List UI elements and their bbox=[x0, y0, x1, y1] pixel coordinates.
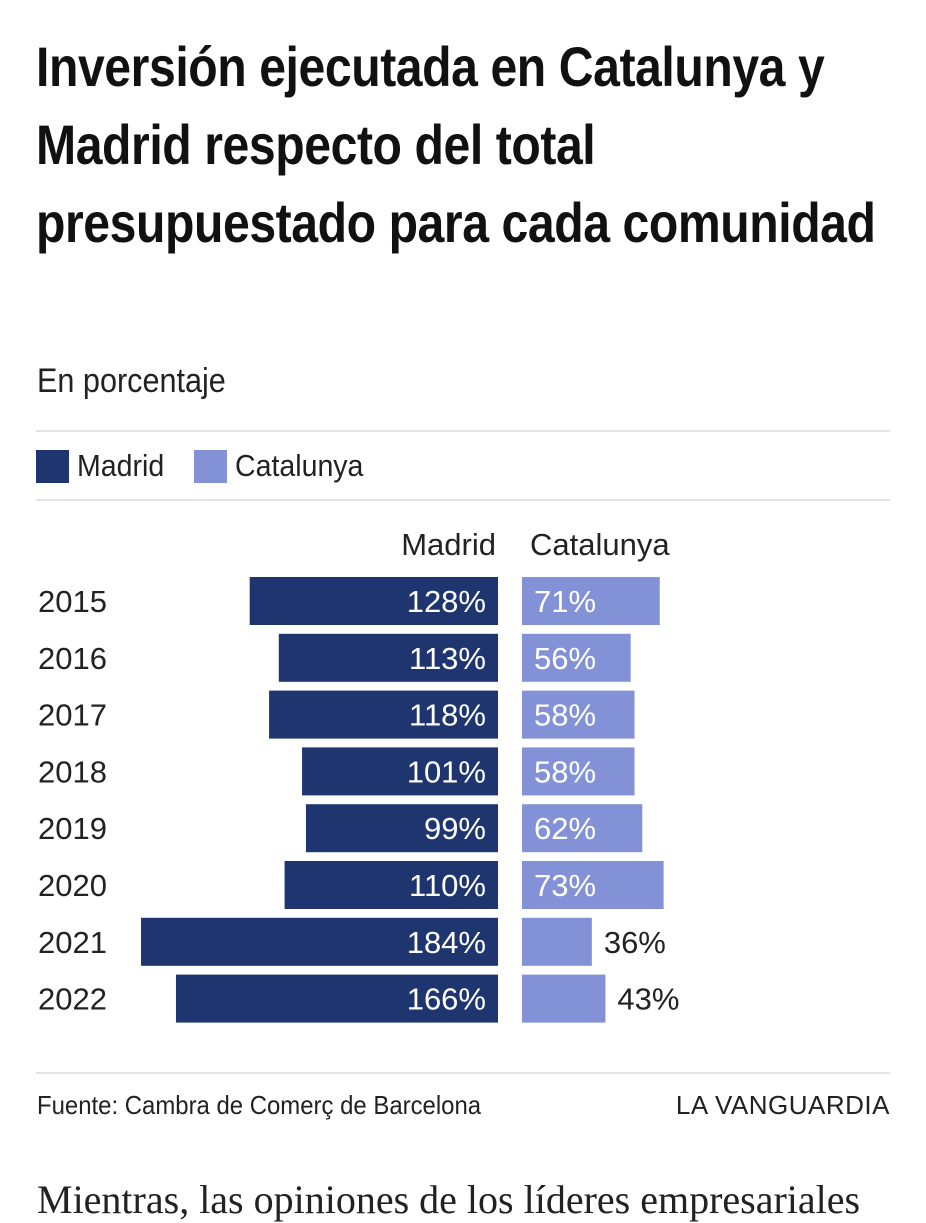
legend-item-catalunya: Catalunya bbox=[193, 448, 375, 484]
value-label-madrid-2016: 113% bbox=[409, 641, 486, 676]
year-label-2020: 2020 bbox=[38, 868, 107, 903]
bar-madrid-2021 bbox=[141, 917, 499, 966]
legend-label-madrid: Madrid bbox=[77, 448, 165, 483]
year-label-2016: 2016 bbox=[38, 641, 107, 676]
value-label-catalunya-2021: 36% bbox=[604, 925, 666, 960]
value-label-catalunya-2018: 58% bbox=[534, 754, 596, 789]
year-label-2019: 2019 bbox=[38, 811, 107, 846]
year-label-2021: 2021 bbox=[38, 925, 107, 960]
year-label-2015: 2015 bbox=[38, 584, 107, 619]
column-header-madrid: Madrid bbox=[401, 527, 496, 562]
value-label-catalunya-2016: 56% bbox=[534, 641, 596, 676]
chart-subtitle: En porcentaje bbox=[37, 362, 226, 400]
bar-catalunya-2017 bbox=[522, 690, 635, 739]
value-label-madrid-2015: 128% bbox=[407, 584, 486, 619]
value-label-catalunya-2015: 71% bbox=[534, 584, 596, 619]
bar-catalunya-2020 bbox=[522, 861, 664, 909]
bar-catalunya-2019 bbox=[522, 804, 643, 853]
value-label-madrid-2020: 110% bbox=[409, 868, 486, 903]
value-label-madrid-2018: 101% bbox=[407, 754, 486, 789]
value-label-catalunya-2022: 43% bbox=[617, 982, 679, 1017]
brand-label: LA VANGUARDIA bbox=[675, 1090, 890, 1120]
bar-catalunya-2015 bbox=[522, 577, 660, 625]
legend-item-madrid: Madrid bbox=[36, 448, 172, 484]
bar-madrid-2016 bbox=[278, 633, 498, 682]
year-label-2018: 2018 bbox=[38, 754, 107, 789]
column-header-catalunya: Catalunya bbox=[530, 527, 670, 562]
divider-top bbox=[36, 430, 890, 432]
value-label-madrid-2021: 184% bbox=[407, 925, 486, 960]
bar-madrid-2015 bbox=[249, 577, 498, 625]
bar-madrid-2022 bbox=[175, 974, 498, 1023]
value-label-catalunya-2019: 62% bbox=[534, 811, 596, 846]
bar-madrid-2019 bbox=[305, 804, 498, 853]
divider-bottom bbox=[36, 1072, 890, 1074]
bar-catalunya-2021 bbox=[522, 917, 592, 966]
value-label-madrid-2022: 166% bbox=[407, 982, 486, 1017]
source-note: Fuente: Cambra de Comerç de Barcelona bbox=[37, 1090, 482, 1120]
bar-madrid-2017 bbox=[269, 690, 498, 739]
value-label-madrid-2017: 118% bbox=[409, 698, 486, 733]
bar-catalunya-2018 bbox=[522, 747, 635, 796]
bar-catalunya-2022 bbox=[522, 974, 606, 1023]
legend-label-catalunya: Catalunya bbox=[234, 448, 364, 483]
legend-swatch-madrid bbox=[36, 449, 69, 483]
bar-chart: Madrid Catalunya 2015 128% 71% 2016 113% 56% 201… bbox=[38, 527, 679, 1023]
bar-catalunya-2016 bbox=[522, 633, 631, 682]
year-label-2017: 2017 bbox=[38, 698, 107, 733]
value-label-madrid-2019: 99% bbox=[424, 811, 486, 846]
divider-legend bbox=[36, 499, 890, 501]
bar-madrid-2018 bbox=[302, 747, 498, 796]
chart-title: Inversión ejecutada en Catalunya y Madri… bbox=[36, 35, 876, 254]
legend-swatch-catalunya bbox=[193, 449, 227, 483]
bar-madrid-2020 bbox=[284, 861, 498, 909]
value-label-catalunya-2017: 58% bbox=[534, 698, 596, 733]
year-label-2022: 2022 bbox=[38, 982, 107, 1017]
legend: Madrid Catalunya bbox=[36, 446, 396, 486]
value-label-catalunya-2020: 73% bbox=[534, 868, 596, 903]
